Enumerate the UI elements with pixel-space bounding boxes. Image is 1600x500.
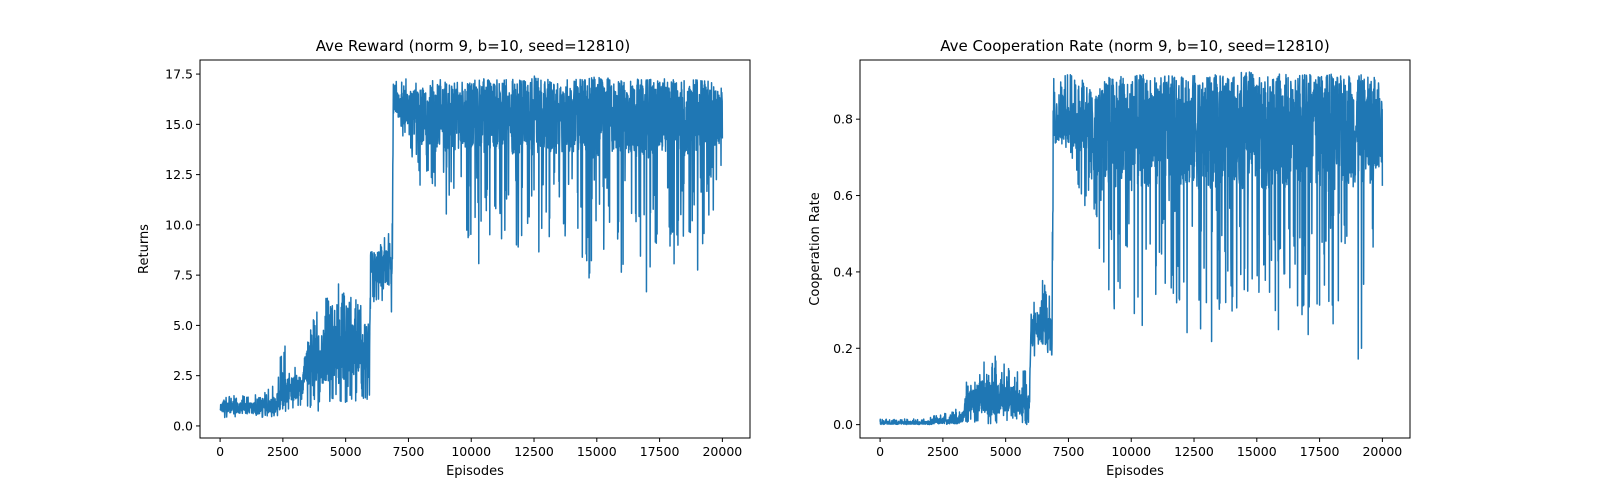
- reward-y-tick-label: 10.0: [165, 217, 193, 232]
- cooperation-plot-area: [879, 71, 1384, 426]
- cooperation-series-line: [879, 71, 1384, 426]
- cooperation-x-tick-label: 17500: [1300, 444, 1340, 459]
- reward-x-ticks: 0 2500 5000 7500 10000 12500 15000 17500 20000: [216, 438, 742, 459]
- reward-chart-title: Ave Reward (norm 9, b=10, seed=12810): [316, 37, 630, 55]
- cooperation-x-tick-label: 15000: [1237, 444, 1277, 459]
- reward-x-tick-label: 10000: [451, 444, 491, 459]
- cooperation-y-tick-label: 0.2: [833, 341, 853, 356]
- reward-y-tick-label: 5.0: [173, 318, 193, 333]
- reward-y-tick-label: 15.0: [165, 117, 193, 132]
- cooperation-y-ticks: 0.0 0.2 0.4 0.6 0.8: [833, 112, 860, 432]
- reward-y-axis-label: Returns: [137, 224, 152, 274]
- reward-x-tick-label: 5000: [330, 444, 362, 459]
- reward-x-tick-label: 20000: [702, 444, 742, 459]
- reward-x-axis-label: Episodes: [446, 464, 504, 479]
- reward-series-line: [219, 75, 724, 419]
- cooperation-chart-title: Ave Cooperation Rate (norm 9, b=10, seed…: [940, 37, 1329, 55]
- cooperation-x-tick-label: 7500: [1053, 444, 1085, 459]
- cooperation-y-axis-label: Cooperation Rate: [808, 192, 823, 305]
- reward-x-tick-label: 2500: [267, 444, 299, 459]
- cooperation-axes-frame: [859, 59, 1411, 439]
- reward-plot-area: [219, 75, 724, 419]
- cooperation-chart: Ave Cooperation Rate (norm 9, b=10, seed…: [808, 37, 1411, 479]
- reward-chart: Ave Reward (norm 9, b=10, seed=12810) Ep…: [137, 37, 751, 479]
- reward-x-tick-label: 7500: [393, 444, 425, 459]
- cooperation-x-tick-label: 20000: [1362, 444, 1402, 459]
- reward-axes-frame: [199, 59, 751, 439]
- reward-y-tick-label: 7.5: [173, 268, 193, 283]
- reward-y-ticks: 0.0 2.5 5.0 7.5 10.0 12.5 15.0 17.5: [165, 67, 200, 433]
- cooperation-y-tick-label: 0.6: [833, 188, 853, 203]
- cooperation-x-tick-label: 10000: [1111, 444, 1151, 459]
- reward-y-tick-label: 17.5: [165, 67, 193, 82]
- cooperation-y-tick-label: 0.0: [833, 417, 853, 432]
- reward-x-tick-label: 0: [216, 444, 224, 459]
- reward-x-tick-label: 12500: [514, 444, 554, 459]
- reward-y-tick-label: 0.0: [173, 418, 193, 433]
- cooperation-x-ticks: 0 2500 5000 7500 10000 12500 15000 17500 20000: [876, 438, 1402, 459]
- reward-y-tick-label: 2.5: [173, 368, 193, 383]
- cooperation-x-tick-label: 12500: [1174, 444, 1214, 459]
- cooperation-x-tick-label: 0: [876, 444, 884, 459]
- cooperation-x-tick-label: 2500: [927, 444, 959, 459]
- reward-x-tick-label: 15000: [577, 444, 617, 459]
- cooperation-y-tick-label: 0.8: [833, 112, 853, 127]
- cooperation-y-tick-label: 0.4: [833, 264, 853, 279]
- reward-y-tick-label: 12.5: [165, 167, 193, 182]
- cooperation-x-axis-label: Episodes: [1106, 464, 1164, 479]
- cooperation-x-tick-label: 5000: [990, 444, 1022, 459]
- reward-x-tick-label: 17500: [640, 444, 680, 459]
